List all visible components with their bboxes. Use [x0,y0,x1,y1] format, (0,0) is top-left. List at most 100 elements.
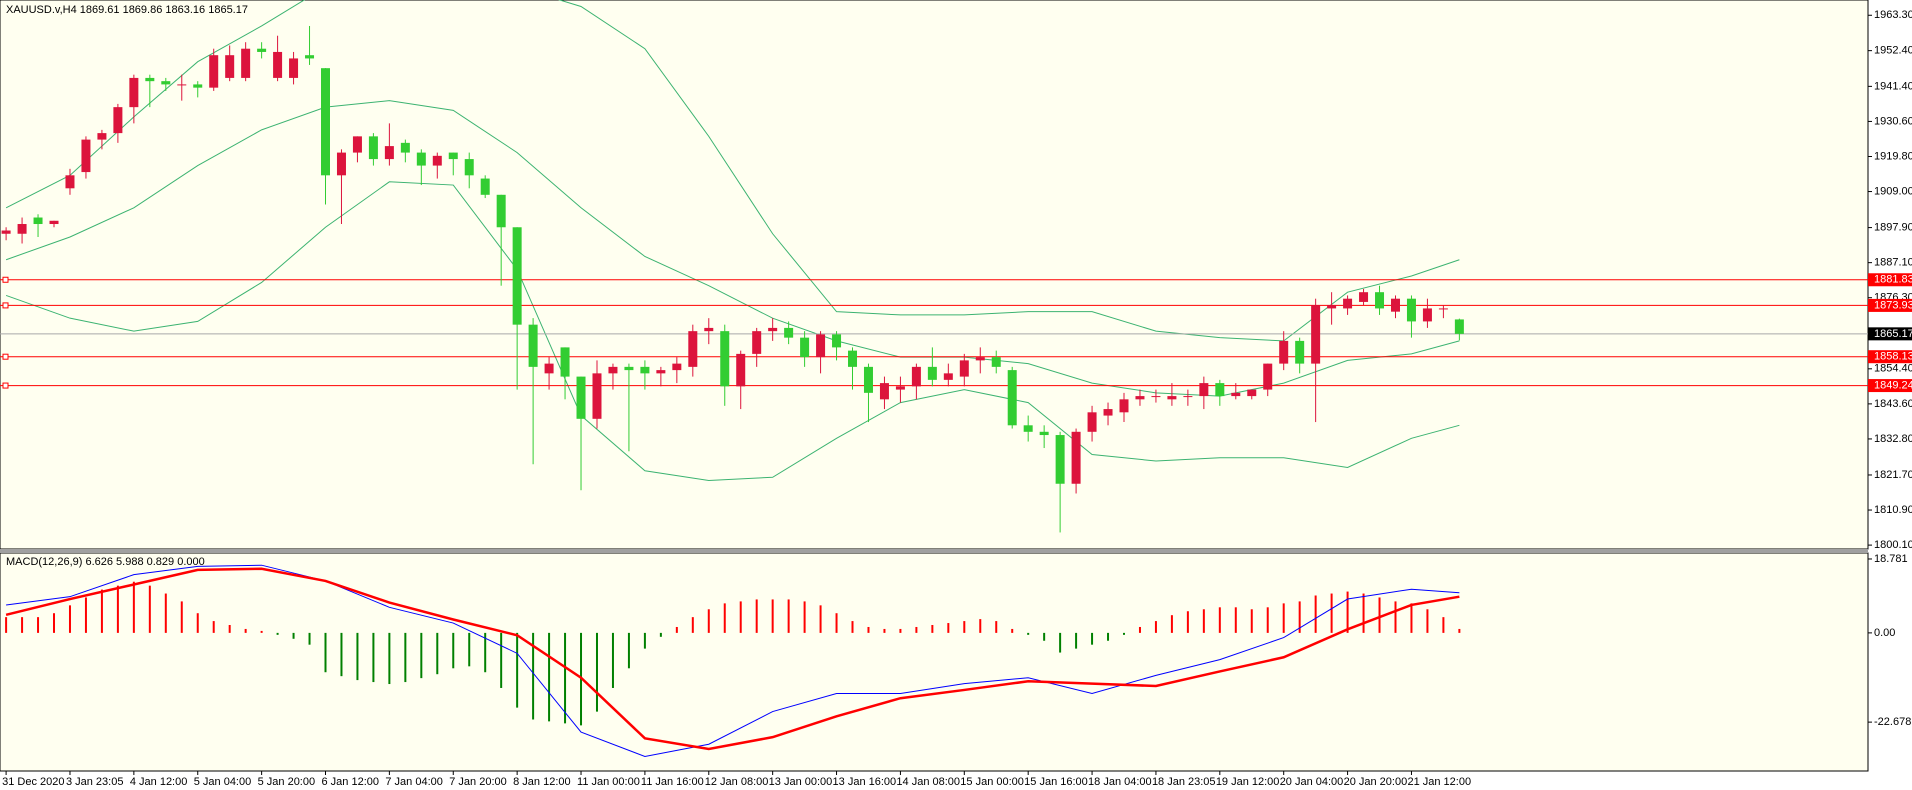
current-price-box [1868,327,1912,341]
candle-body [1199,383,1209,397]
candle-body [1438,308,1448,310]
candle-body [800,337,810,358]
candle-body [1071,431,1081,484]
macd-panel [0,552,1869,772]
candle-body [1422,308,1432,322]
candle-body [752,331,762,354]
level-label-box [1868,298,1912,312]
bollinger-upper [5,0,1460,342]
candle-body [720,331,730,387]
candle-body [959,360,969,377]
candle-body [863,366,873,393]
candle-body [225,55,235,78]
candle-body [544,363,554,374]
y-tick-label: 1810.90 [1874,504,1912,516]
candle-body [592,373,602,419]
x-tick-label: 20 Jan 04:00 [1280,776,1344,788]
macd-tick-label: 0.00 [1874,627,1895,639]
candle-body [352,136,362,153]
candle-body [368,136,378,160]
y-tick-label: 1897.90 [1874,221,1912,233]
candle-body [624,366,634,371]
x-tick-label: 11 Jan 00:00 [577,776,640,788]
candle-body [448,152,458,160]
level-label-box [1868,350,1912,364]
candle-body [608,366,618,374]
x-tick-label: 31 Dec 2020 [2,776,64,788]
macd-main-line [6,564,1460,757]
x-tick-label: 18 Jan 04:00 [1088,776,1152,788]
candle-body [736,353,746,387]
candle-body [1,230,11,234]
candle-body [1295,340,1305,364]
x-tick-label: 20 Jan 20:00 [1344,776,1408,788]
candle-body [672,363,682,371]
candle-body [1039,431,1049,436]
candle-body [576,376,586,419]
candle-body [33,217,43,225]
candle-body [704,327,714,332]
candle-body [1119,399,1129,413]
y-tick-label: 1887.10 [1874,257,1912,269]
candle-body [943,373,953,380]
macd-tick-label: 18.781 [1874,553,1908,565]
candle-body [193,84,203,88]
level-label: 1881.83 [1874,274,1912,286]
x-tick-label: 4 Jan 12:00 [130,776,188,788]
candle-body [416,152,426,166]
y-tick-label: 1800.10 [1874,539,1912,551]
bollinger-middle [5,100,1460,397]
main-panel [0,0,1869,550]
y-tick-label: 1963.30 [1874,9,1912,21]
candle-body [464,159,474,176]
panel-divider [0,549,1868,553]
macd-signal-line [5,567,1460,751]
candle-body [512,227,522,325]
candle-body [560,347,570,377]
candle-body [1087,412,1097,432]
candle-body [1215,383,1225,397]
candle-body [1279,340,1289,364]
candle-body [528,324,538,367]
current-price-label: 1865.17 [1874,328,1912,340]
chart-title: XAUUSD.v,H4 1869.61 1869.86 1863.16 1865… [6,4,248,16]
candle-body [257,48,267,52]
candle-body [911,366,921,387]
level-anchor [2,276,9,283]
macd-tick-label: -22.678 [1874,716,1911,728]
candle-body [432,155,442,166]
candle-body [1343,298,1353,309]
candle-body [209,55,219,88]
candle-body [289,58,299,78]
y-tick-label: 1832.80 [1874,433,1912,445]
candle-body [400,142,410,153]
candle-body [496,194,506,228]
candle-body [129,77,139,108]
level-label-box [1868,273,1912,287]
candle-body [1023,425,1033,432]
y-tick-label: 1952.40 [1874,45,1912,57]
x-tick-label: 5 Jan 04:00 [194,776,252,788]
x-tick-label: 11 Jan 16:00 [641,776,704,788]
candle-body [145,77,155,82]
x-tick-label: 18 Jan 23:05 [1152,776,1216,788]
candle-body [1151,396,1161,398]
x-tick-label: 13 Jan 00:00 [769,776,833,788]
candle-body [1183,396,1193,398]
y-tick-label: 1843.60 [1874,398,1912,410]
candle-body [241,48,251,78]
x-tick-label: 14 Jan 08:00 [896,776,960,788]
candle-body [1055,435,1065,484]
level-label: 1849.24 [1874,379,1912,391]
x-tick-label: 7 Jan 20:00 [449,776,507,788]
candle-body [832,334,842,348]
level-anchor [2,353,9,360]
y-tick-label: 1930.60 [1874,115,1912,127]
main-layer [0,0,1868,533]
x-tick-label: 8 Jan 12:00 [513,776,571,788]
macd-label: MACD(12,26,9) 6.626 5.988 0.829 0.000 [6,556,205,568]
level-anchor [2,382,9,389]
y-tick-label: 1821.70 [1874,469,1912,481]
